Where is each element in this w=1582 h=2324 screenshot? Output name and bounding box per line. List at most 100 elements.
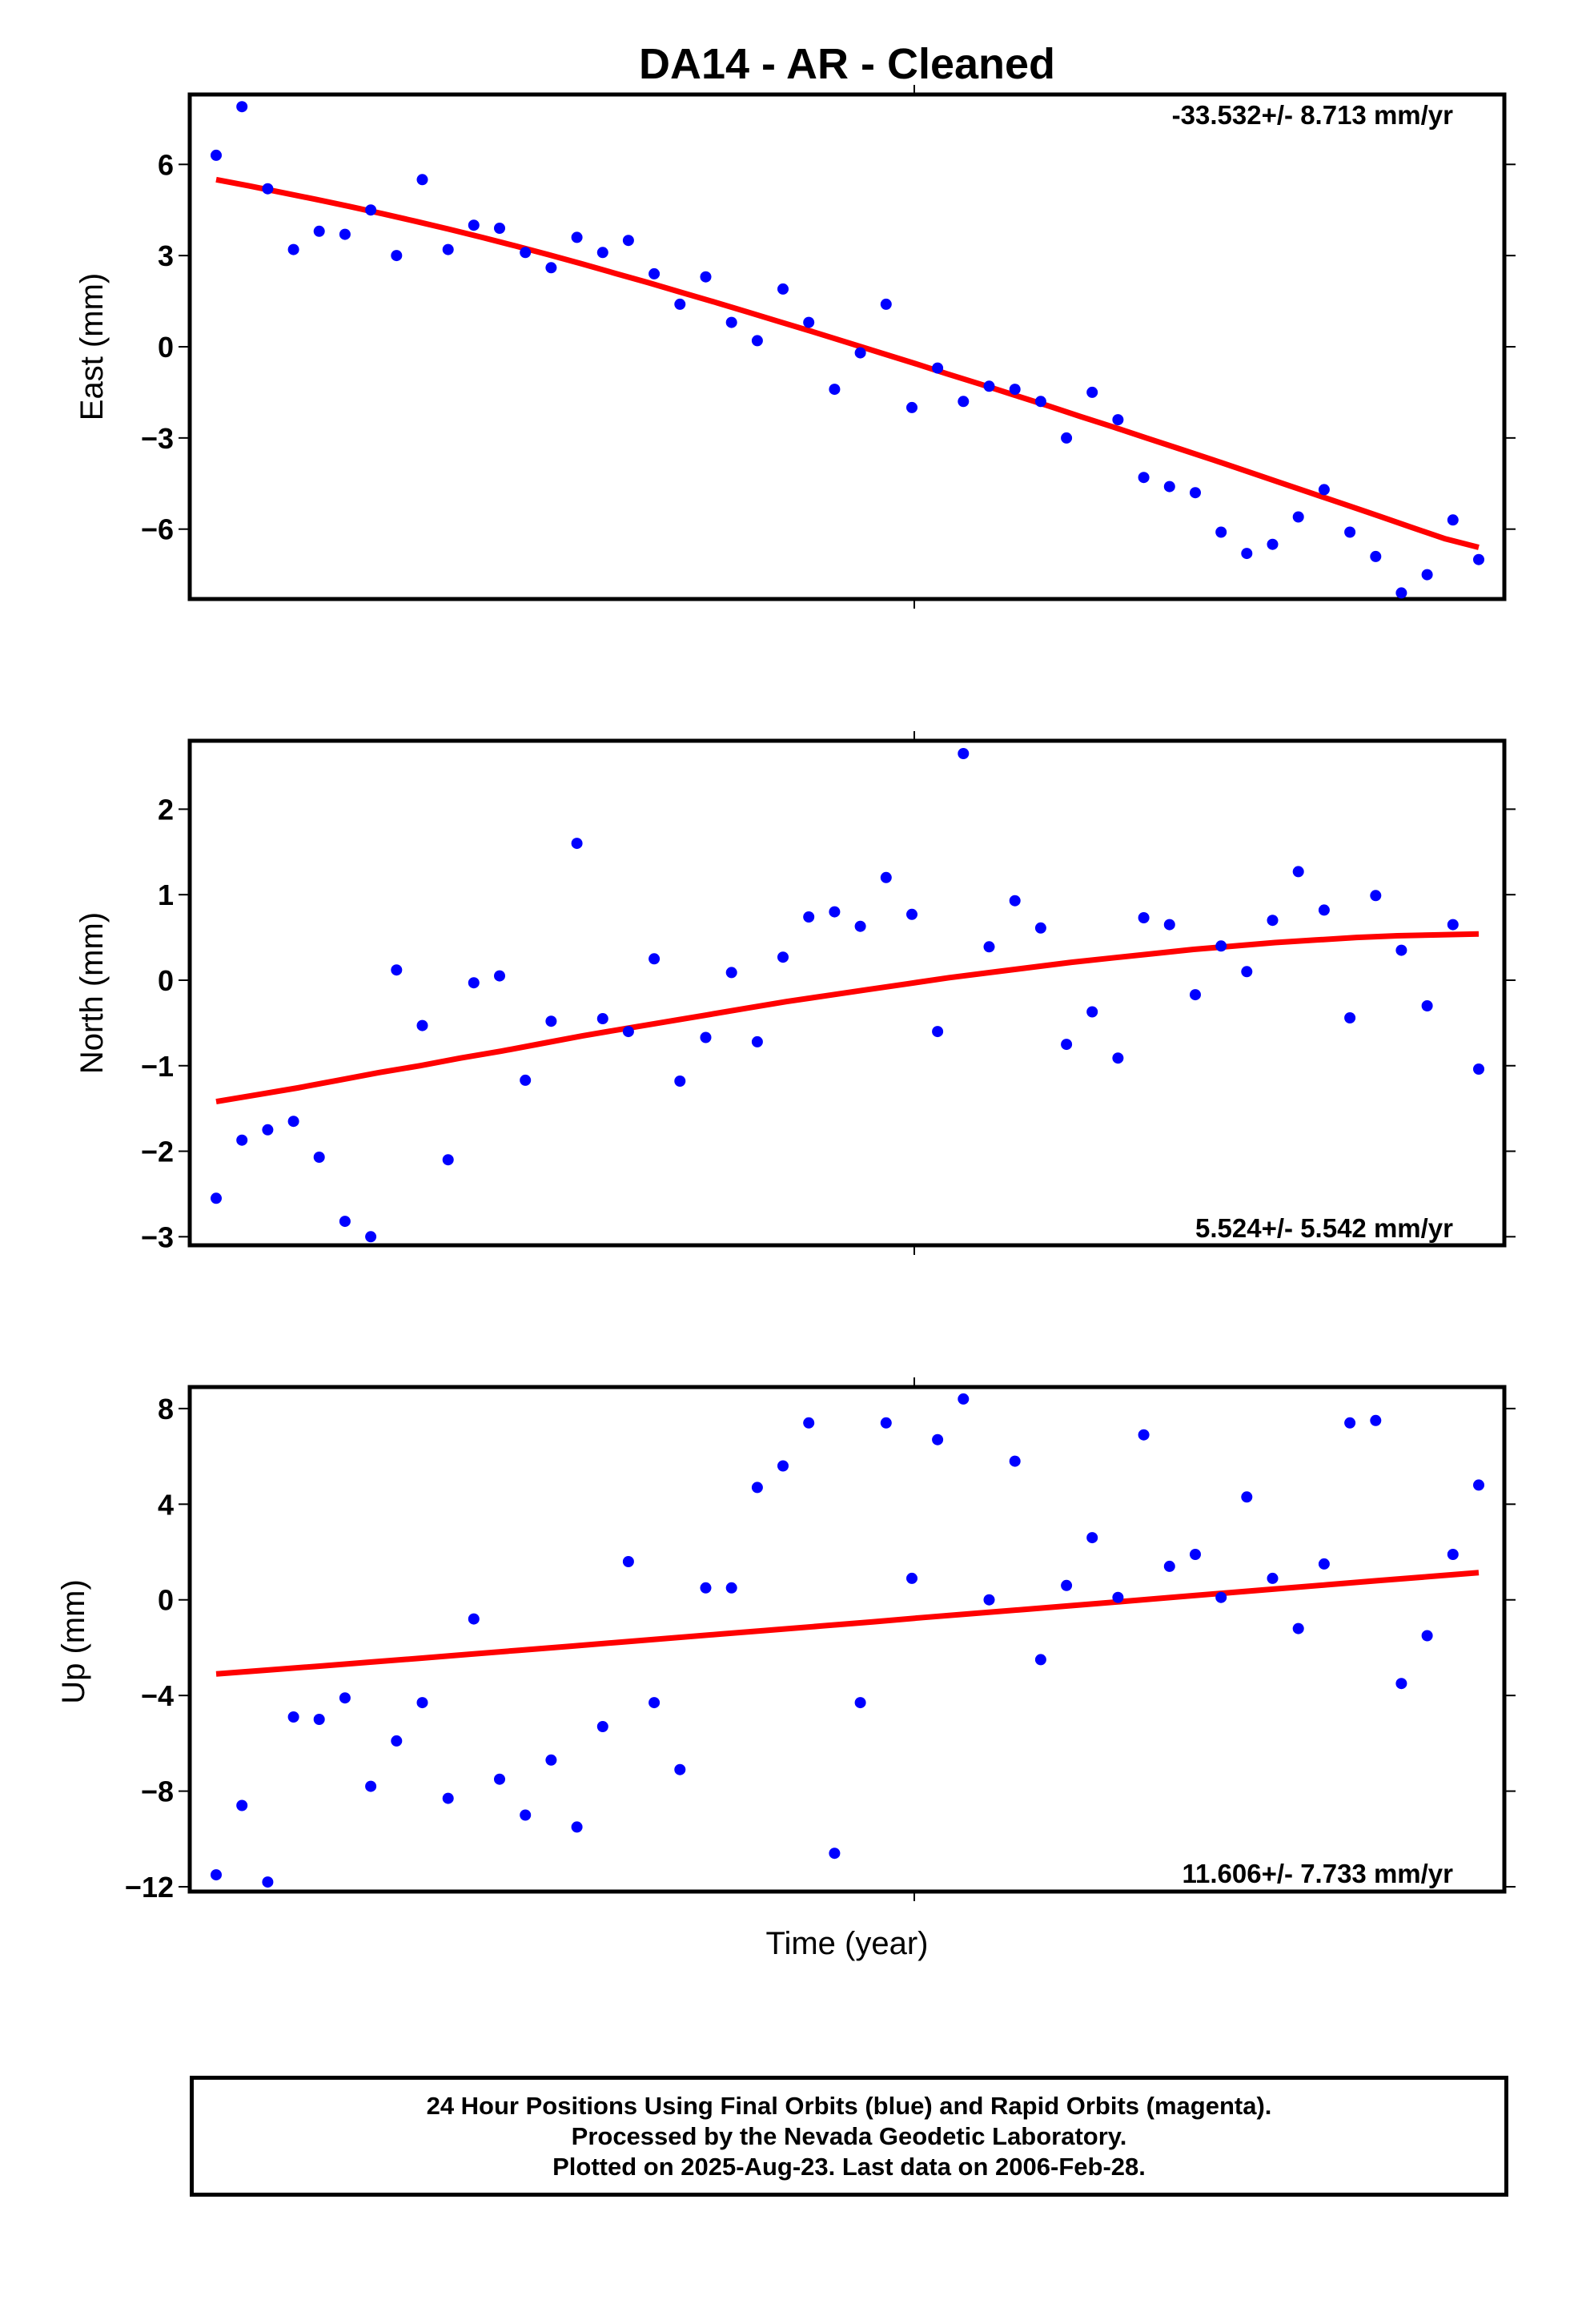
up-data-point xyxy=(1447,1549,1459,1560)
north-data-point xyxy=(1421,1000,1433,1011)
north-y-tick-label: 0 xyxy=(158,964,174,997)
up-data-point xyxy=(1395,1678,1407,1690)
north-data-point xyxy=(1112,1052,1124,1064)
north-data-point xyxy=(494,970,505,982)
up-data-point xyxy=(906,1572,917,1584)
up-data-point xyxy=(1267,1572,1279,1584)
up-data-point xyxy=(1163,1560,1175,1572)
east-data-point xyxy=(442,243,454,255)
north-data-point xyxy=(1395,944,1407,956)
north-data-point xyxy=(700,1031,712,1043)
up-data-point xyxy=(1061,1579,1073,1591)
east-data-point xyxy=(1292,511,1304,523)
up-data-point xyxy=(416,1697,428,1709)
up-data-point xyxy=(596,1721,608,1732)
east-data-point xyxy=(932,362,944,374)
north-data-point xyxy=(468,977,480,989)
east-data-point xyxy=(416,174,428,186)
east-data-point xyxy=(958,396,970,408)
north-data-point xyxy=(777,951,789,963)
north-data-point xyxy=(1163,919,1175,931)
x-axis-label: Time (year) xyxy=(766,1926,929,1961)
east-data-point xyxy=(365,204,377,216)
east-data-point xyxy=(1061,432,1073,444)
east-data-point xyxy=(545,262,557,274)
north-data-point xyxy=(751,1035,763,1047)
up-data-point xyxy=(777,1460,789,1472)
up-data-point xyxy=(468,1613,480,1625)
north-trend-line xyxy=(215,931,1480,1105)
north-data-point xyxy=(287,1116,299,1128)
up-data-point xyxy=(958,1393,970,1405)
up-data-point xyxy=(983,1594,995,1606)
up-data-point xyxy=(880,1417,892,1429)
up-data-point xyxy=(751,1482,763,1494)
east-rate-label: -33.532+/- 8.713 mm/yr xyxy=(1172,100,1453,130)
up-y-tick-label: 0 xyxy=(158,1584,174,1617)
north-rate-label: 5.524+/- 5.542 mm/yr xyxy=(1195,1213,1453,1243)
north-y-tick-label: −2 xyxy=(141,1136,174,1168)
up-data-point xyxy=(365,1780,377,1792)
east-data-point xyxy=(1112,414,1124,426)
up-data-point xyxy=(494,1773,505,1785)
east-data-point xyxy=(596,247,608,259)
north-data-point xyxy=(1318,904,1330,916)
north-data-point xyxy=(520,1074,532,1086)
up-data-point xyxy=(700,1582,712,1594)
east-data-point xyxy=(1267,538,1279,550)
east-data-point xyxy=(1215,526,1227,538)
up-data-point xyxy=(622,1556,634,1567)
north-data-point xyxy=(1267,915,1279,927)
up-data-point xyxy=(236,1799,248,1811)
up-data-point xyxy=(1086,1532,1098,1544)
chart-title: DA14 - AR - Cleaned xyxy=(639,40,1055,88)
east-data-point xyxy=(391,250,403,262)
footer-note: 24 Hour Positions Using Final Orbits (bl… xyxy=(190,2076,1508,2197)
up-data-point xyxy=(1009,1455,1021,1467)
north-panel: North (mm) 5.524+/- 5.542 mm/yr 2 1 0 −1 −2 −… xyxy=(74,731,1516,1255)
north-data-point xyxy=(1034,922,1046,934)
east-trend-line xyxy=(215,176,1480,550)
north-data-point xyxy=(725,967,737,979)
north-data-point xyxy=(1370,890,1382,902)
north-data-point xyxy=(983,941,995,953)
east-data-point xyxy=(339,228,351,240)
east-data-point xyxy=(1344,526,1356,538)
up-data-point xyxy=(1318,1558,1330,1570)
up-data-point xyxy=(674,1763,686,1775)
up-y-tick-label: −8 xyxy=(141,1775,174,1808)
east-data-point xyxy=(1318,484,1330,496)
north-y-axis-label: North (mm) xyxy=(74,912,110,1074)
north-data-point xyxy=(1447,919,1459,931)
east-data-point xyxy=(700,271,712,283)
north-data-point xyxy=(211,1192,222,1204)
north-data-point xyxy=(932,1026,944,1038)
east-data-point xyxy=(1473,553,1484,565)
up-data-point xyxy=(803,1417,815,1429)
north-y-tick-label: −1 xyxy=(141,1050,174,1083)
north-data-point xyxy=(1215,940,1227,952)
up-data-point xyxy=(339,1692,351,1704)
north-data-point xyxy=(674,1076,686,1087)
north-data-point xyxy=(880,871,892,883)
up-trend-line xyxy=(215,1570,1480,1677)
east-data-point xyxy=(983,380,995,392)
east-y-axis-label: East (mm) xyxy=(74,273,110,420)
up-panel: Up (mm) 11.606+/- 7.733 mm/yr 8 4 0 −4 −8 −12 xyxy=(56,1377,1516,1904)
up-data-point xyxy=(854,1697,866,1709)
footer-line-2: Processed by the Nevada Geodetic Laborat… xyxy=(571,2121,1127,2150)
north-data-point xyxy=(1190,989,1201,1001)
north-data-point xyxy=(1086,1006,1098,1018)
east-data-point xyxy=(725,316,737,328)
east-data-point xyxy=(751,335,763,347)
east-data-point xyxy=(829,384,841,396)
east-data-point xyxy=(1034,396,1046,408)
east-frame xyxy=(187,92,1507,601)
east-data-point xyxy=(494,223,505,234)
up-data-point xyxy=(1112,1591,1124,1603)
footer-line-1: 24 Hour Positions Using Final Orbits (bl… xyxy=(426,2091,1272,2120)
north-y-tick-label: −3 xyxy=(141,1220,174,1253)
north-data-point xyxy=(1241,966,1253,978)
north-data-point xyxy=(1473,1063,1484,1075)
